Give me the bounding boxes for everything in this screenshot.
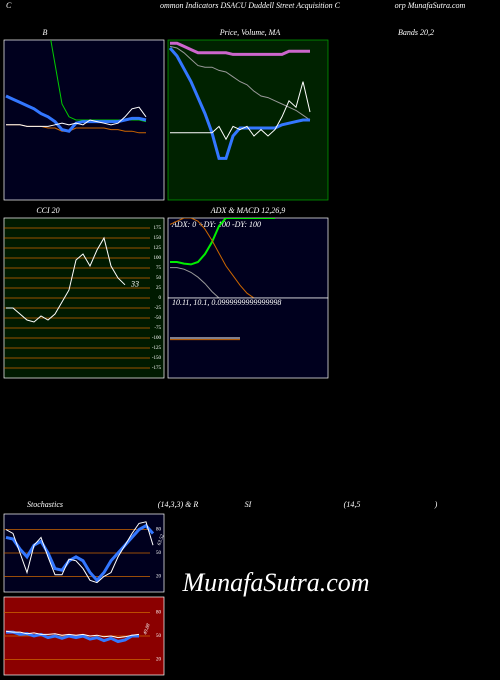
header: orp MunafaSutra.com [395, 1, 466, 10]
header: ommon Indicators DSACU Duddell Street Ac… [160, 1, 341, 10]
y-tick-label: 0 [159, 296, 162, 301]
series-line [6, 106, 147, 127]
y-tick-label: 20 [156, 658, 162, 663]
panel-title: Bands 20,2 [398, 28, 434, 37]
value-label: 63.52 [157, 534, 166, 547]
value-label: 49.88 [143, 623, 152, 636]
panel-title: CCI 20 [36, 206, 59, 215]
y-tick-label: -125 [152, 346, 162, 351]
series-group [5, 521, 155, 584]
panel-title: ) [434, 500, 438, 509]
y-tick-label: 100 [154, 256, 162, 261]
series-line [6, 630, 139, 644]
y-tick-label: 50 [156, 276, 162, 281]
panel-title: B [43, 28, 48, 37]
panel [167, 217, 329, 299]
panel-title: 10.11, 10.1, 0.0999999999999998 [172, 298, 281, 307]
panel-title: (14,3,3) & R [158, 500, 199, 509]
y-tick-label: 175 [154, 226, 162, 231]
series-line [5, 630, 140, 639]
series-group [169, 218, 275, 298]
series-group [170, 337, 240, 341]
y-tick-label: -175 [152, 366, 162, 371]
panel-note: ADX: 0 +DY: 100 -DY: 100 [171, 220, 261, 229]
y-tick-label: 25 [156, 286, 162, 291]
panel-title: Stochastics [27, 500, 63, 509]
header: C [6, 1, 12, 10]
value-label: 33 [130, 280, 139, 289]
y-tick-label: 20 [156, 575, 162, 580]
y-tick-label: 80 [156, 611, 162, 616]
series-line [170, 267, 220, 298]
y-tick-label: 50 [156, 551, 162, 556]
series-line [6, 236, 126, 323]
y-tick-label: -100 [152, 336, 162, 341]
y-tick-label: -150 [152, 356, 162, 361]
panel-title: Price, Volume, MA [219, 28, 281, 37]
y-tick-label: -75 [154, 326, 161, 331]
series-group [5, 40, 147, 134]
series-line [170, 41, 310, 56]
series-group [168, 41, 311, 160]
panel-title: (14,5 [344, 500, 361, 509]
series-group [5, 630, 140, 644]
y-tick-label: 125 [154, 246, 162, 251]
y-tick-label: 50 [156, 634, 162, 639]
series-line [169, 218, 255, 298]
y-tick-label: -50 [154, 316, 161, 321]
panel-title: ADX & MACD 12,26,9 [210, 206, 285, 215]
series-line [5, 521, 154, 584]
series-line [5, 523, 155, 583]
series-line [168, 47, 310, 160]
panel-title: SI [245, 500, 252, 509]
series-line [170, 218, 275, 266]
y-tick-label: 75 [156, 266, 162, 271]
y-tick-label: -25 [154, 306, 161, 311]
y-tick-label: 150 [154, 236, 162, 241]
series-group [6, 236, 126, 323]
y-tick-label: 80 [156, 528, 162, 533]
series-line [170, 81, 311, 141]
watermark: MunafaSutra.com [181, 568, 369, 597]
